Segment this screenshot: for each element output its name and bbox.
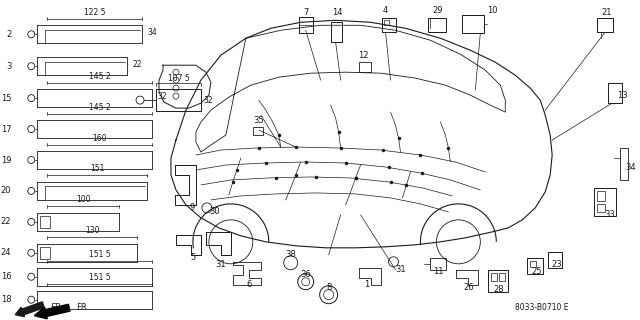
- Text: 18: 18: [1, 295, 12, 304]
- Text: 32: 32: [157, 92, 166, 100]
- Text: 28: 28: [493, 285, 504, 294]
- Bar: [597, 18, 613, 32]
- Bar: [492, 273, 497, 281]
- Text: 5: 5: [190, 253, 196, 262]
- Bar: [40, 247, 50, 259]
- Bar: [499, 273, 505, 281]
- Bar: [462, 15, 484, 33]
- Bar: [594, 188, 616, 216]
- Text: 151 5: 151 5: [89, 250, 111, 259]
- Text: 8: 8: [326, 283, 332, 292]
- Text: 24: 24: [1, 248, 12, 257]
- Bar: [358, 62, 371, 72]
- Text: 25: 25: [531, 267, 541, 276]
- Text: 11: 11: [433, 267, 444, 276]
- Bar: [381, 18, 396, 32]
- Text: 145 2: 145 2: [89, 103, 111, 112]
- Text: 13: 13: [617, 91, 628, 100]
- Bar: [431, 258, 447, 270]
- Text: 9: 9: [189, 204, 195, 212]
- Text: 22: 22: [132, 60, 141, 69]
- Text: 107 5: 107 5: [168, 74, 189, 83]
- Text: 15: 15: [1, 94, 12, 103]
- Text: 34: 34: [147, 28, 157, 37]
- Text: 20: 20: [1, 187, 12, 196]
- Text: 3: 3: [6, 62, 12, 71]
- Bar: [428, 18, 447, 32]
- Text: 8033-B0710 E: 8033-B0710 E: [515, 303, 569, 312]
- Bar: [597, 204, 605, 212]
- Text: 145 2: 145 2: [89, 72, 111, 81]
- Text: 38: 38: [285, 250, 296, 259]
- Text: FR.: FR.: [51, 303, 65, 312]
- Text: 31: 31: [216, 260, 226, 269]
- Text: 10: 10: [487, 6, 498, 15]
- Bar: [608, 83, 622, 103]
- Text: 130: 130: [85, 226, 99, 235]
- Text: 29: 29: [432, 6, 443, 15]
- Bar: [527, 258, 543, 274]
- Bar: [620, 148, 628, 180]
- Text: 160: 160: [92, 133, 107, 142]
- Bar: [530, 261, 536, 267]
- Text: 21: 21: [602, 8, 612, 17]
- Bar: [331, 22, 342, 42]
- FancyArrow shape: [15, 302, 44, 317]
- Bar: [548, 252, 562, 268]
- Text: 22: 22: [1, 217, 12, 226]
- Text: 23: 23: [552, 260, 563, 269]
- Bar: [253, 127, 263, 135]
- Text: 31: 31: [396, 265, 406, 274]
- Text: 34: 34: [625, 164, 636, 172]
- Text: 16: 16: [1, 272, 12, 281]
- Bar: [299, 17, 313, 33]
- Text: 30: 30: [209, 207, 220, 216]
- Text: 100: 100: [76, 196, 90, 204]
- Text: 6: 6: [246, 280, 252, 289]
- Text: 1: 1: [365, 280, 370, 289]
- Text: 122 5: 122 5: [84, 8, 106, 17]
- Bar: [40, 216, 50, 228]
- Text: 32: 32: [204, 96, 214, 105]
- Text: 17: 17: [1, 124, 12, 133]
- Text: 12: 12: [358, 51, 369, 60]
- Text: 4: 4: [383, 6, 388, 15]
- Bar: [383, 20, 388, 25]
- Text: 33: 33: [604, 210, 615, 220]
- Text: 26: 26: [463, 283, 474, 292]
- Text: 14: 14: [332, 8, 343, 17]
- Text: 7: 7: [303, 8, 308, 17]
- Text: 19: 19: [1, 156, 12, 164]
- FancyArrow shape: [35, 304, 70, 319]
- Text: 35: 35: [253, 116, 264, 124]
- Bar: [156, 89, 201, 111]
- Text: FR.: FR.: [76, 303, 90, 312]
- Bar: [488, 270, 508, 292]
- Text: 36: 36: [300, 270, 311, 279]
- Text: 2: 2: [6, 30, 12, 39]
- Bar: [597, 191, 605, 201]
- Text: 151: 151: [90, 164, 104, 173]
- Text: 151 5: 151 5: [89, 273, 111, 282]
